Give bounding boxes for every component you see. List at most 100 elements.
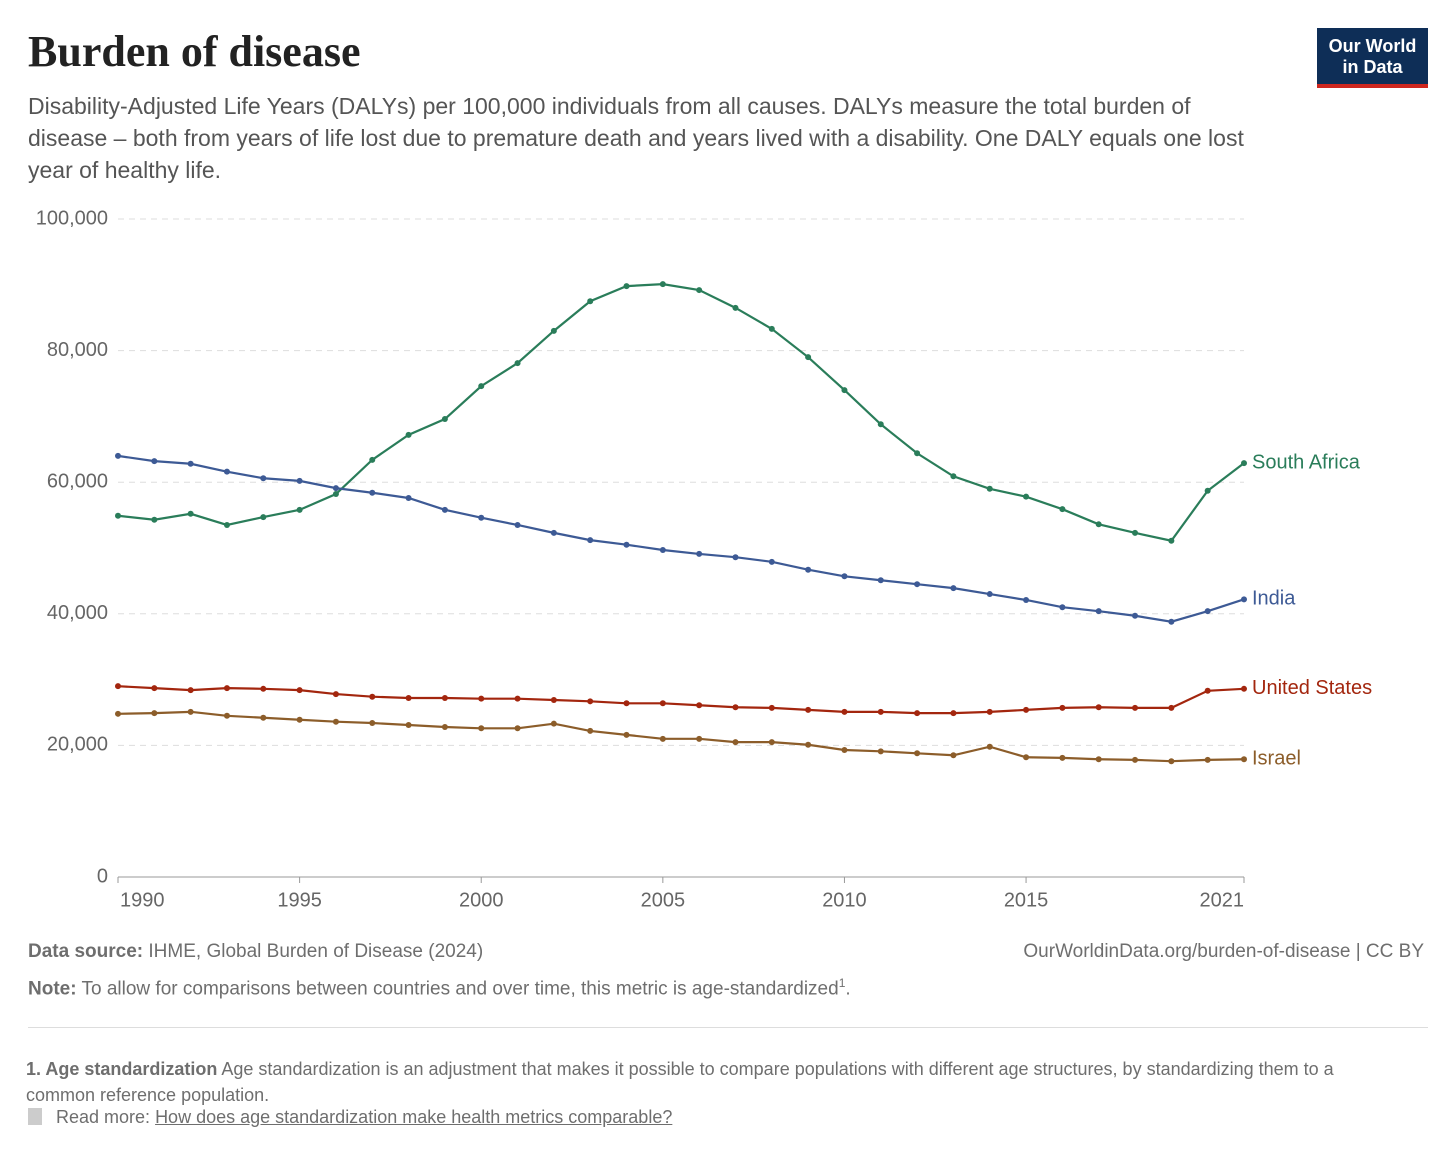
data-point [260,685,267,692]
data-point [514,521,521,528]
x-tick-label: 2010 [822,889,867,911]
data-point [441,416,448,423]
data-point [223,521,230,528]
source-text: IHME, Global Burden of Disease (2024) [148,941,484,962]
note: Note: To allow for comparisons between c… [28,976,851,1000]
y-tick-label: 100,000 [36,207,108,229]
data-point [405,722,412,729]
data-point [950,710,957,717]
data-point [732,704,739,711]
data-point [1059,604,1066,611]
data-point [950,752,957,759]
data-point [405,431,412,438]
read-more-label: Read more: [56,1107,151,1127]
data-point [1023,596,1030,603]
data-point [768,558,775,565]
logo-line: in Data [1342,57,1403,77]
data-point [914,581,921,588]
data-point [151,458,158,465]
series-line [117,454,1245,623]
data-point [405,695,412,702]
footnote-text: Age standardization is an adjustment tha… [26,1059,1334,1105]
series-line [117,685,1245,715]
data-point [1241,460,1247,467]
data-point [805,706,812,713]
series-label: United States [1252,677,1372,699]
data-point [732,304,739,311]
data-point [151,685,158,692]
y-tick-label: 20,000 [47,734,108,756]
y-tick-label: 80,000 [47,339,108,361]
data-point [514,695,521,702]
data-point [1204,487,1211,494]
data-point [1023,493,1030,500]
data-point [260,714,267,721]
data-point [115,683,121,690]
note-label: Note: [28,978,77,1000]
data-point [296,477,303,484]
data-point [914,710,921,717]
data-point [1059,704,1066,711]
data-point [986,591,993,598]
data-point [1204,687,1211,694]
data-point [550,327,557,334]
data-point [369,489,376,496]
data-point [623,541,630,548]
data-point [405,494,412,501]
data-point [115,710,121,717]
data-point [768,325,775,332]
chart-subtitle: Disability-Adjusted Life Years (DALYs) p… [28,93,1244,183]
data-point [151,516,158,523]
read-more-link[interactable]: How does age standardization make health… [155,1107,673,1127]
data-point [805,741,812,748]
data-point [478,514,485,521]
data-point [1095,704,1102,711]
series-label: India [1252,588,1296,610]
data-point [841,387,848,394]
data-point [732,739,739,746]
data-point [332,485,339,492]
data-point [223,468,230,475]
data-point [768,704,775,711]
data-point [478,725,485,732]
data-point [877,577,884,584]
data-point [768,739,775,746]
data-point [478,695,485,702]
data-point [950,585,957,592]
data-point [478,383,485,390]
data-point [1059,754,1066,761]
data-point [1168,537,1175,544]
source-url[interactable]: OurWorldinData.org/burden-of-disease | C… [1023,941,1424,962]
data-point [187,708,194,715]
data-point [151,710,158,717]
note-end: . [845,978,851,1000]
x-tick-label: 2000 [459,889,504,911]
data-point [514,725,521,732]
data-point [877,421,884,428]
data-point [1241,685,1247,692]
data-point [187,460,194,467]
data-point [1132,704,1139,711]
series-line [117,283,1245,542]
x-tick-label: 2015 [1004,889,1049,911]
data-point [369,720,376,727]
data-point [223,712,230,719]
x-tick-label: 1995 [277,889,322,911]
data-point [1241,596,1247,603]
data-point [732,554,739,561]
data-point [550,529,557,536]
y-tick-label: 40,000 [47,602,108,624]
data-point [841,708,848,715]
footnote: 1. Age standardization Age standardizati… [26,1056,1346,1108]
logo[interactable]: Our World in Data [1317,28,1428,88]
x-tick-label: 2005 [641,889,686,911]
data-point [986,743,993,750]
data-point [1095,521,1102,528]
y-tick-label: 60,000 [47,470,108,492]
data-point [1132,756,1139,763]
data-point [805,566,812,573]
data-point [115,512,121,519]
data-point [623,283,630,290]
x-tick-label: 1990 [120,889,165,911]
